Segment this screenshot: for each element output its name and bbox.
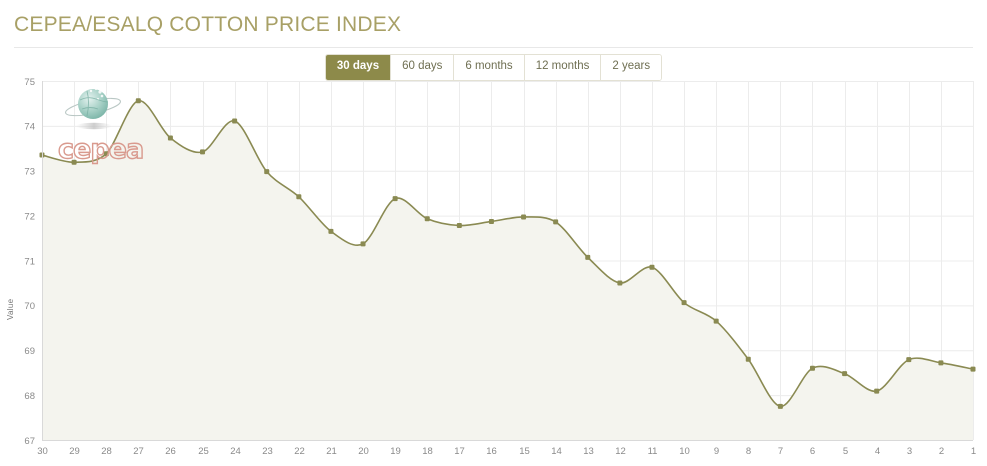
x-tick-label: 28 bbox=[101, 446, 112, 457]
x-tick-label: 21 bbox=[326, 446, 337, 457]
y-tick-label: 73 bbox=[24, 167, 35, 178]
x-tick-label: 13 bbox=[583, 446, 594, 457]
x-tick-label: 23 bbox=[262, 446, 273, 457]
x-tick-label: 11 bbox=[648, 446, 658, 457]
y-tick-label: 74 bbox=[24, 122, 35, 133]
x-tick-label: 22 bbox=[294, 446, 305, 457]
data-point-marker[interactable] bbox=[135, 98, 141, 104]
range-tab-group: 30 days 60 days 6 months 12 months 2 yea… bbox=[324, 54, 663, 81]
x-tick-label: 6 bbox=[810, 446, 815, 457]
x-tick-label: 1 bbox=[971, 446, 976, 457]
data-point-marker[interactable] bbox=[809, 365, 815, 371]
x-tick-label: 16 bbox=[486, 446, 497, 457]
data-point-marker[interactable] bbox=[392, 196, 398, 202]
y-tick-label: 68 bbox=[24, 391, 35, 402]
range-tab-bar: 30 days 60 days 6 months 12 months 2 yea… bbox=[0, 54, 987, 81]
x-tick-label: 18 bbox=[422, 446, 433, 457]
data-point-marker[interactable] bbox=[424, 216, 430, 222]
tab-60-days[interactable]: 60 days bbox=[391, 55, 455, 80]
data-point-marker[interactable] bbox=[328, 228, 334, 234]
data-point-marker[interactable] bbox=[970, 366, 976, 372]
data-point-marker[interactable] bbox=[360, 241, 366, 247]
data-point-marker[interactable] bbox=[200, 149, 206, 155]
y-tick-label: 70 bbox=[24, 301, 35, 312]
data-point-marker[interactable] bbox=[488, 218, 494, 224]
x-tick-label: 15 bbox=[519, 446, 530, 457]
tab-6-months[interactable]: 6 months bbox=[454, 55, 525, 80]
data-point-marker[interactable] bbox=[296, 194, 302, 200]
y-tick-label: 69 bbox=[24, 346, 35, 357]
x-tick-label: 17 bbox=[454, 446, 465, 457]
y-tick-label: 71 bbox=[24, 256, 35, 267]
y-tick-label: 75 bbox=[24, 77, 35, 88]
data-point-marker[interactable] bbox=[553, 219, 559, 225]
data-point-marker[interactable] bbox=[777, 403, 783, 409]
data-point-marker[interactable] bbox=[906, 357, 912, 363]
x-tick-label: 20 bbox=[358, 446, 369, 457]
y-axis-labels: 67 68 69 70 71 72 73 74 75 bbox=[24, 77, 35, 447]
page-title: CEPEA/ESALQ COTTON PRICE INDEX bbox=[14, 13, 402, 36]
x-tick-label: 12 bbox=[615, 446, 626, 457]
data-point-marker[interactable] bbox=[649, 264, 655, 270]
x-tick-label: 3 bbox=[907, 446, 912, 457]
data-point-marker[interactable] bbox=[264, 169, 270, 175]
x-tick-label: 9 bbox=[714, 446, 719, 457]
tab-12-months[interactable]: 12 months bbox=[524, 55, 602, 80]
x-tick-label: 19 bbox=[390, 446, 401, 457]
data-point-marker[interactable] bbox=[745, 356, 751, 362]
chart-container: Value 67 68 69 70 71 72 73 74 75 30 29 28 27 26 25 24 2… bbox=[0, 72, 987, 466]
data-point-marker[interactable] bbox=[681, 300, 687, 306]
tab-30-days[interactable]: 30 days bbox=[325, 55, 392, 80]
x-tick-label: 30 bbox=[37, 446, 48, 457]
data-point-marker[interactable] bbox=[232, 118, 238, 124]
data-point-marker[interactable] bbox=[71, 159, 77, 165]
x-tick-label: 27 bbox=[133, 446, 144, 457]
data-point-marker[interactable] bbox=[585, 254, 591, 260]
data-point-marker[interactable] bbox=[103, 151, 109, 157]
x-tick-label: 4 bbox=[875, 446, 880, 457]
data-point-marker[interactable] bbox=[874, 388, 880, 394]
data-point-marker[interactable] bbox=[521, 214, 527, 220]
x-tick-label: 7 bbox=[778, 446, 783, 457]
x-tick-label: 29 bbox=[69, 446, 80, 457]
chart-data-markers bbox=[39, 98, 976, 409]
y-axis-title: Value bbox=[6, 298, 15, 320]
x-tick-label: 10 bbox=[679, 446, 690, 457]
y-tick-label: 72 bbox=[24, 211, 35, 222]
data-point-marker[interactable] bbox=[713, 318, 719, 324]
data-point-marker[interactable] bbox=[167, 135, 173, 141]
y-tick-label: 67 bbox=[24, 436, 35, 447]
x-tick-label: 14 bbox=[551, 446, 562, 457]
data-point-marker[interactable] bbox=[938, 360, 944, 366]
x-tick-label: 5 bbox=[843, 446, 848, 457]
header-divider bbox=[14, 47, 973, 48]
chart-area-fill bbox=[42, 100, 973, 441]
x-tick-label: 26 bbox=[165, 446, 176, 457]
data-point-marker[interactable] bbox=[842, 371, 848, 377]
x-tick-label: 2 bbox=[939, 446, 944, 457]
x-tick-label: 24 bbox=[230, 446, 241, 457]
x-tick-label: 25 bbox=[198, 446, 209, 457]
data-point-marker[interactable] bbox=[617, 280, 623, 286]
chart-axes bbox=[42, 81, 973, 441]
data-point-marker[interactable] bbox=[456, 222, 462, 228]
tab-2-years[interactable]: 2 years bbox=[601, 55, 662, 80]
x-axis-labels: 30 29 28 27 26 25 24 23 22 21 20 19 18 17 16 15 14 13 12 11… bbox=[37, 446, 976, 457]
x-tick-label: 8 bbox=[746, 446, 751, 457]
